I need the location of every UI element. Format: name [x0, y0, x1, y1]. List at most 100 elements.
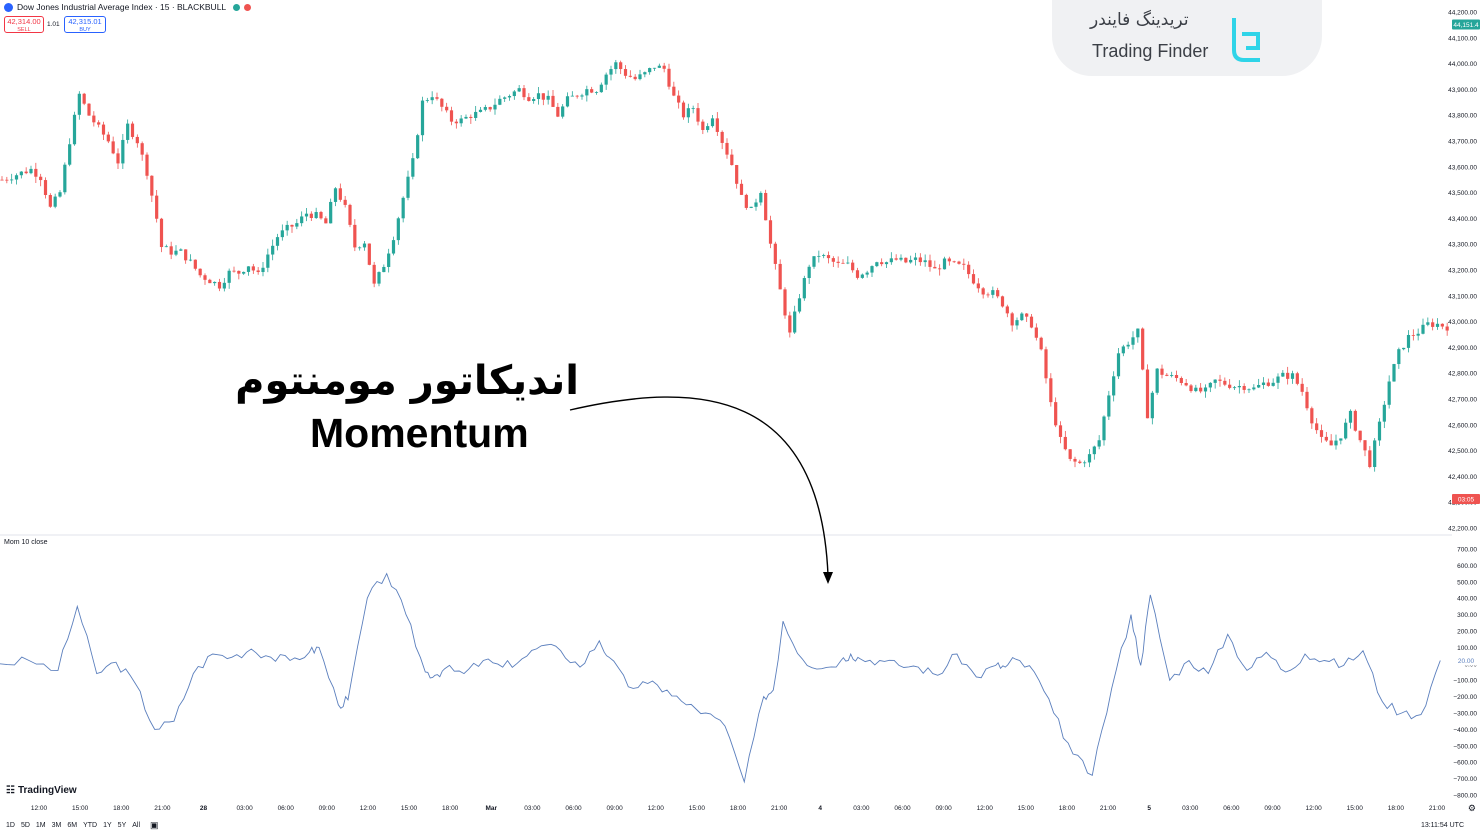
- candle-body: [358, 247, 362, 249]
- candle-body: [58, 192, 62, 197]
- buy-button[interactable]: 42,315.01 BUY: [64, 16, 106, 33]
- tf-5d[interactable]: 5D: [20, 822, 30, 829]
- candle-body: [1324, 436, 1328, 441]
- candle-body: [222, 282, 226, 289]
- candle-body: [628, 75, 632, 77]
- clock[interactable]: 13:11:54 UTC: [1420, 822, 1464, 829]
- candle-body: [1097, 440, 1101, 447]
- candle-body: [459, 118, 463, 124]
- candle-body: [1087, 454, 1092, 463]
- candle-body: [1073, 458, 1077, 462]
- candle-body: [1242, 385, 1246, 390]
- candle-body: [430, 97, 434, 101]
- sell-label: SELL: [17, 27, 31, 33]
- candle-body: [904, 257, 908, 263]
- candle-body: [101, 124, 106, 135]
- candle-body: [570, 95, 574, 97]
- candle-body: [967, 264, 971, 275]
- candle-body: [1353, 410, 1357, 431]
- tf-6m[interactable]: 6M: [67, 822, 78, 829]
- candle-body: [474, 111, 478, 118]
- tf-1y[interactable]: 1Y: [103, 822, 112, 829]
- candle-body: [92, 115, 96, 123]
- tf-ytd[interactable]: YTD: [83, 822, 98, 829]
- momentum-axis[interactable]: 700.00 600.00 500.00 400.00 300.00 200.00 100.…: [1453, 547, 1477, 800]
- candle-body: [169, 246, 173, 255]
- price-tick-label: 43,500.00: [1448, 190, 1477, 197]
- gear-icon[interactable]: ⚙: [1467, 803, 1476, 813]
- candle-body: [324, 218, 328, 224]
- candle-body: [72, 114, 77, 145]
- candle-body: [841, 262, 845, 264]
- candle-body: [1266, 382, 1270, 386]
- price-axis[interactable]: 44,200.00 44,100.00 44,000.00 43,900.00 43,8…: [1448, 10, 1477, 533]
- candle-body: [1174, 375, 1179, 379]
- tf-3m[interactable]: 3M: [51, 822, 62, 829]
- candle-body: [1276, 376, 1280, 383]
- candle-body: [730, 154, 734, 166]
- candle-body: [1155, 368, 1159, 393]
- candle-body: [744, 194, 748, 208]
- tf-5y[interactable]: 5Y: [117, 822, 127, 829]
- candle-body: [1015, 320, 1019, 326]
- candle-body: [150, 175, 154, 196]
- price-tick-label: 42,400.00: [1448, 474, 1477, 481]
- time-tick-label: 06:00: [1223, 805, 1240, 812]
- candle-body: [1078, 461, 1082, 463]
- price-tick-label: 42,900.00: [1448, 345, 1477, 352]
- candle-body: [860, 274, 864, 278]
- tf-1m[interactable]: 1M: [35, 822, 46, 829]
- indicator-label[interactable]: Mom 10 close: [4, 539, 48, 546]
- momentum-line: [0, 572, 1441, 784]
- time-tick-label: 03:00: [1182, 805, 1199, 812]
- candle-body: [329, 201, 333, 224]
- momentum-tick-label: −100.00: [1453, 678, 1477, 685]
- tf-1d[interactable]: 1D: [6, 822, 15, 829]
- candle-body: [469, 116, 473, 118]
- price-tick-label: 42,200.00: [1448, 526, 1477, 533]
- candle-body: [971, 274, 976, 284]
- candle-body: [1228, 384, 1232, 388]
- candle-body: [343, 199, 347, 205]
- brand-banner: [1052, 0, 1322, 76]
- buy-price: 42,315.01: [68, 17, 102, 26]
- candle-body: [5, 179, 9, 181]
- candle-body: [232, 270, 236, 272]
- symbol-title[interactable]: Dow Jones Industrial Average Index · 15 …: [17, 2, 227, 12]
- time-tick-label: 06:00: [278, 805, 295, 812]
- candle-body: [1199, 387, 1203, 392]
- tf-all[interactable]: All: [132, 822, 141, 829]
- candle-body: [1029, 316, 1034, 328]
- candle-body: [672, 86, 676, 96]
- candle-body: [1445, 326, 1449, 331]
- candle-body: [483, 107, 487, 110]
- time-tick-label: 06:00: [894, 805, 911, 812]
- candle-body: [1334, 440, 1338, 446]
- tradingview-logo[interactable]: ☷ TradingView: [6, 785, 77, 796]
- candle-body: [657, 65, 661, 68]
- candle-body: [1300, 383, 1304, 392]
- time-axis[interactable]: 12:00 15:00 18:00 21:00 28 03:00 06:00 09:00 12:…: [31, 805, 1446, 812]
- candle-body: [686, 108, 690, 118]
- brand-name-en: Trading Finder: [1092, 41, 1209, 61]
- candle-body: [1435, 323, 1440, 327]
- candle-body: [1223, 380, 1227, 385]
- candle-body: [1377, 421, 1382, 441]
- price-tick-label: 42,800.00: [1448, 371, 1477, 378]
- time-tick-label: 12:00: [1306, 805, 1323, 812]
- candle-body: [1440, 323, 1444, 327]
- time-tick-label: 15:00: [401, 805, 418, 812]
- candle-body: [1025, 313, 1029, 317]
- time-tick-label: 03:00: [236, 805, 253, 812]
- candle-body: [580, 95, 584, 97]
- candle-body: [1083, 462, 1087, 464]
- date-range-icon[interactable]: ▣: [150, 820, 159, 830]
- candle-body: [411, 158, 415, 177]
- candle-body: [947, 258, 951, 262]
- symbol-header[interactable]: Dow Jones Industrial Average Index · 15 …: [4, 2, 252, 12]
- candle-body: [1281, 372, 1285, 377]
- sell-button[interactable]: 42,314.00 SELL: [4, 16, 44, 33]
- candle-body: [116, 153, 120, 164]
